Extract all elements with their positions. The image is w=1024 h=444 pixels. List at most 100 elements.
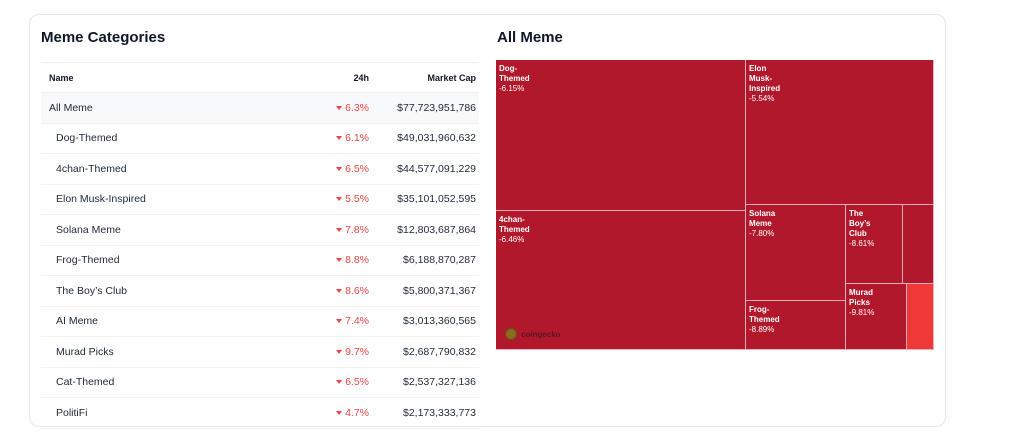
treemap-tile[interactable]: 4chan- Themed -6.46% [496, 211, 746, 350]
tile-change: -9.81% [849, 308, 875, 317]
coingecko-logo-icon [505, 328, 517, 340]
tile-label: Frog- Themed [749, 305, 780, 324]
row-24h-change: 4.7% [289, 407, 369, 419]
row-name[interactable]: Dog-Themed [56, 132, 118, 145]
caret-down-icon [336, 166, 343, 171]
row-market-cap: $2,173,333,773 [403, 406, 476, 419]
row-name[interactable]: The Boy’s Club [56, 284, 128, 297]
treemap-tile[interactable]: Frog- Themed -8.89% [746, 301, 846, 350]
coingecko-watermark: coingecko [505, 328, 561, 340]
tile-label: Solana Meme [749, 209, 776, 228]
row-24h-value: 8.8% [345, 254, 369, 267]
treemap-tile[interactable]: Murad Picks -9.81% [846, 284, 907, 350]
header-name[interactable]: Name [49, 72, 74, 83]
table-row[interactable]: Solana Meme 7.8% $12,803,687,864 [41, 215, 479, 246]
row-name[interactable]: AI Meme [56, 315, 99, 328]
row-name[interactable]: 4chan-Themed [56, 162, 127, 175]
table-row[interactable]: The Boy’s Club 8.6% $5,800,371,367 [41, 276, 479, 307]
row-name[interactable]: Cat-Themed [56, 376, 115, 389]
row-name[interactable]: PolitiFi [56, 406, 88, 419]
row-24h-value: 5.5% [345, 193, 369, 206]
row-24h-value: 6.3% [345, 101, 369, 114]
row-market-cap: $12,803,687,864 [397, 223, 476, 236]
tile-change: -6.15% [499, 84, 525, 93]
row-24h-change: 6.5% [289, 376, 369, 388]
row-name[interactable]: Elon Musk-Inspired [56, 193, 146, 206]
caret-down-icon [336, 410, 343, 415]
caret-down-icon [336, 258, 343, 263]
caret-down-icon [336, 349, 343, 354]
treemap-tile[interactable]: Elon Musk- Inspired -5.54% [746, 60, 934, 205]
row-24h-change: 8.8% [289, 254, 369, 266]
tile-label: Murad Picks [849, 288, 873, 307]
categories-table: Name 24h Market Cap All Meme 6.3% $77,723,… [41, 62, 479, 429]
row-name[interactable]: Solana Meme [56, 223, 121, 236]
table-row[interactable]: All Meme 6.3% $77,723,951,786 [41, 93, 479, 124]
table-row[interactable]: AI Meme 7.4% $3,013,360,565 [41, 307, 479, 337]
row-market-cap: $77,723,951,786 [397, 101, 476, 114]
meme-treemap: Dog- Themed -6.15% Elon Musk- Inspired -5.5… [496, 60, 934, 350]
row-24h-change: 8.6% [289, 285, 369, 297]
row-24h-value: 9.7% [345, 345, 369, 358]
row-24h-change: 7.4% [289, 315, 369, 327]
tile-change: -6.46% [499, 235, 525, 244]
row-market-cap: $3,013,360,565 [403, 315, 476, 328]
table-row[interactable]: Cat-Themed 6.5% $2,537,327,136 [41, 368, 479, 398]
tile-change: -8.61% [849, 239, 875, 248]
caret-down-icon [336, 227, 343, 232]
tile-change: -5.54% [749, 94, 775, 103]
row-24h-value: 6.1% [345, 132, 369, 145]
header-market-cap[interactable]: Market Cap [427, 72, 476, 83]
caret-down-icon [336, 197, 343, 202]
caret-down-icon [336, 319, 343, 324]
row-name[interactable]: All Meme [49, 101, 93, 114]
treemap-tile[interactable] [903, 205, 934, 284]
row-24h-change: 9.7% [289, 346, 369, 358]
row-24h-value: 8.6% [345, 284, 369, 297]
row-24h-change: 7.8% [289, 224, 369, 236]
table-header: Name 24h Market Cap [41, 62, 479, 93]
row-24h-change: 6.5% [289, 163, 369, 175]
caret-down-icon [336, 288, 343, 293]
table-row[interactable]: PolitiFi 4.7% $2,173,333,773 [41, 398, 479, 429]
treemap-tile[interactable]: Solana Meme -7.80% [746, 205, 846, 301]
meme-categories-title: Meme Categories [41, 29, 166, 46]
row-24h-value: 7.8% [345, 223, 369, 236]
tile-label: 4chan- Themed [499, 215, 530, 234]
table-row[interactable]: Frog-Themed 8.8% $6,188,870,287 [41, 246, 479, 276]
tile-change: -7.80% [749, 229, 775, 238]
row-market-cap: $44,577,091,229 [397, 162, 476, 175]
tile-label: The Boy’s Club [849, 209, 871, 238]
caret-down-icon [336, 136, 343, 141]
row-name[interactable]: Murad Picks [56, 345, 114, 358]
row-24h-change: 6.1% [289, 132, 369, 144]
tile-label: Elon Musk- Inspired [749, 64, 781, 93]
table-row[interactable]: Dog-Themed 6.1% $49,031,960,632 [41, 124, 479, 154]
watermark-text: coingecko [521, 329, 561, 339]
table-row[interactable]: Elon Musk-Inspired 5.5% $35,101,052,595 [41, 185, 479, 215]
row-market-cap: $2,537,327,136 [403, 376, 476, 389]
row-name[interactable]: Frog-Themed [56, 254, 120, 267]
tile-change: -8.89% [749, 325, 775, 334]
treemap-title: All Meme [497, 29, 563, 46]
header-24h[interactable]: 24h [353, 72, 369, 83]
treemap-tile[interactable] [907, 284, 934, 350]
row-market-cap: $6,188,870,287 [403, 254, 476, 267]
treemap-tile[interactable]: Dog- Themed -6.15% [496, 60, 746, 211]
table-row[interactable]: Murad Picks 9.7% $2,687,790,832 [41, 337, 479, 368]
row-24h-value: 4.7% [345, 406, 369, 419]
row-market-cap: $5,800,371,367 [403, 284, 476, 297]
row-24h-value: 6.5% [345, 162, 369, 175]
caret-down-icon [336, 105, 343, 110]
row-24h-change: 6.3% [289, 102, 369, 114]
row-24h-change: 5.5% [289, 193, 369, 205]
row-24h-value: 7.4% [345, 315, 369, 328]
row-market-cap: $49,031,960,632 [397, 132, 476, 145]
row-24h-value: 6.5% [345, 376, 369, 389]
row-market-cap: $35,101,052,595 [397, 193, 476, 206]
treemap-tile[interactable]: The Boy’s Club -8.61% [846, 205, 903, 284]
tile-label: Dog- Themed [499, 64, 530, 83]
row-market-cap: $2,687,790,832 [403, 345, 476, 358]
table-row[interactable]: 4chan-Themed 6.5% $44,577,091,229 [41, 154, 479, 185]
caret-down-icon [336, 380, 343, 385]
